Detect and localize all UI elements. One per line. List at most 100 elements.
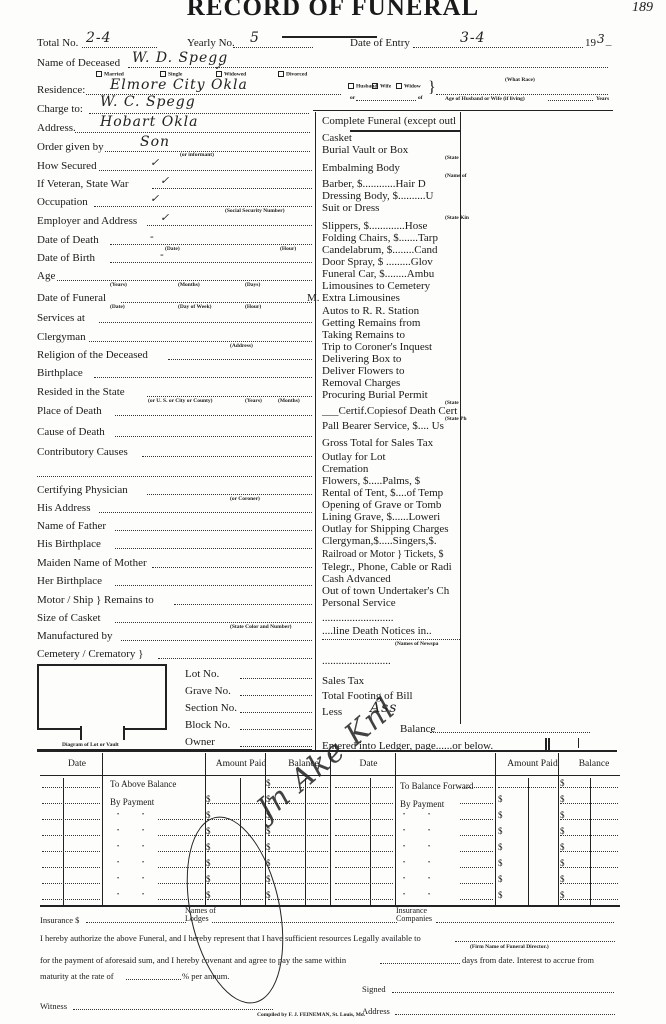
fill-line[interactable]: [158, 867, 203, 868]
fill-line[interactable]: [436, 94, 608, 95]
fill-line[interactable]: [335, 803, 393, 804]
fill-line[interactable]: [560, 899, 618, 900]
fill-line[interactable]: [207, 883, 263, 884]
fill-line[interactable]: [158, 851, 203, 852]
fill-line[interactable]: [42, 819, 100, 820]
fill-line[interactable]: [212, 922, 397, 923]
field-14-input[interactable]: [115, 436, 312, 437]
fill-line[interactable]: [560, 851, 618, 852]
fill-line[interactable]: [42, 835, 100, 836]
checkbox-icon[interactable]: [396, 83, 402, 89]
fill-line[interactable]: [207, 867, 263, 868]
field-8-input[interactable]: [99, 322, 312, 323]
fill-line[interactable]: [42, 899, 100, 900]
fill-line[interactable]: [460, 835, 493, 836]
fill-line[interactable]: [460, 867, 493, 868]
fill-line[interactable]: [436, 922, 614, 923]
field-20-input[interactable]: [115, 548, 312, 549]
fill-line[interactable]: [335, 851, 393, 852]
field-17-input[interactable]: [147, 494, 312, 495]
fill-line[interactable]: [207, 819, 263, 820]
fill-line[interactable]: [413, 47, 583, 48]
lot-field-input[interactable]: [240, 712, 312, 713]
fill-line[interactable]: [460, 851, 493, 852]
spouse-husband-checkbox[interactable]: Husband: [348, 83, 377, 89]
field-21-input[interactable]: [152, 567, 312, 568]
fill-line[interactable]: [268, 883, 328, 884]
field-12-input[interactable]: [147, 396, 312, 397]
fill-line[interactable]: [548, 100, 593, 101]
witness-input[interactable]: [73, 1009, 273, 1010]
fill-line[interactable]: [335, 835, 393, 836]
field-19-input[interactable]: [115, 530, 312, 531]
marital-single-checkbox[interactable]: Single: [160, 71, 182, 77]
fill-line[interactable]: [322, 639, 460, 640]
fill-line[interactable]: [460, 883, 493, 884]
fill-line[interactable]: [498, 787, 556, 788]
field-22-input[interactable]: [115, 585, 312, 586]
field-11-input[interactable]: [94, 377, 312, 378]
fill-line[interactable]: [207, 803, 263, 804]
fill-line[interactable]: [233, 47, 313, 48]
fill-line[interactable]: [268, 835, 328, 836]
checkbox-icon[interactable]: [348, 83, 354, 89]
fill-line[interactable]: [82, 47, 157, 48]
fill-line[interactable]: [455, 941, 615, 942]
field-18-input[interactable]: [99, 512, 312, 513]
fill-line[interactable]: [158, 835, 203, 836]
fill-line[interactable]: [75, 132, 310, 133]
checkbox-icon[interactable]: [278, 71, 284, 77]
checkbox-icon[interactable]: [96, 71, 102, 77]
fill-line[interactable]: [335, 883, 393, 884]
fill-line[interactable]: [105, 151, 310, 152]
field-16-input[interactable]: [37, 476, 312, 477]
spouse-wife-checkbox[interactable]: Wife: [372, 83, 391, 89]
fill-line[interactable]: [430, 732, 590, 733]
fill-line[interactable]: [207, 851, 263, 852]
fill-line[interactable]: [560, 867, 618, 868]
marital-widowed-checkbox[interactable]: Widowed: [216, 71, 246, 77]
fill-line[interactable]: [560, 803, 618, 804]
checkbox-icon[interactable]: [160, 71, 166, 77]
field-15-input[interactable]: [141, 456, 312, 457]
lot-field-input[interactable]: [240, 729, 312, 730]
fill-line[interactable]: [560, 787, 618, 788]
field-1-input[interactable]: [152, 188, 312, 189]
fill-line[interactable]: [335, 899, 393, 900]
fill-line[interactable]: [89, 113, 309, 114]
field-13-input[interactable]: [115, 415, 312, 416]
fill-line[interactable]: [560, 835, 618, 836]
fill-line[interactable]: [42, 787, 100, 788]
fill-line[interactable]: [158, 899, 203, 900]
lot-field-input[interactable]: [240, 746, 312, 747]
address-input[interactable]: [395, 1014, 615, 1015]
fill-line[interactable]: [126, 979, 181, 980]
fill-line[interactable]: [268, 851, 328, 852]
field-6-input[interactable]: [56, 280, 312, 281]
fill-line[interactable]: [460, 819, 493, 820]
fill-line[interactable]: [460, 899, 493, 900]
fill-line[interactable]: [560, 819, 618, 820]
fill-line[interactable]: [335, 787, 393, 788]
field-23-input[interactable]: [173, 604, 312, 605]
fill-line[interactable]: [268, 803, 328, 804]
field-5-input[interactable]: [109, 262, 312, 263]
field-10-input[interactable]: [168, 359, 312, 360]
fill-line[interactable]: [268, 819, 328, 820]
field-2-input[interactable]: [94, 206, 312, 207]
fill-line[interactable]: [356, 100, 416, 101]
spouse-widow-checkbox[interactable]: Widow: [396, 83, 421, 89]
lot-field-input[interactable]: [240, 678, 312, 679]
fill-line[interactable]: [268, 899, 328, 900]
fill-line[interactable]: [158, 883, 203, 884]
fill-line[interactable]: [207, 835, 263, 836]
signed-input[interactable]: [392, 992, 614, 993]
fill-line[interactable]: [460, 803, 493, 804]
fill-line[interactable]: [335, 867, 393, 868]
field-0-input[interactable]: [99, 170, 312, 171]
fill-line[interactable]: [86, 922, 186, 923]
field-25-input[interactable]: [120, 640, 312, 641]
field-26-input[interactable]: [157, 658, 312, 659]
field-9-input[interactable]: [88, 341, 312, 342]
marital-divorced-checkbox[interactable]: Divorced: [278, 71, 307, 77]
